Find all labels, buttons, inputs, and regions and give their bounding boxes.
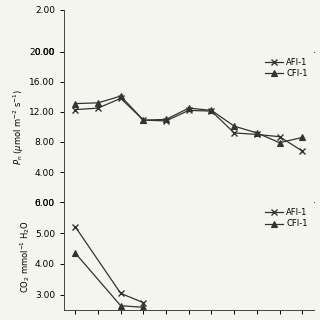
Line: CFI-1: CFI-1: [73, 93, 305, 146]
AFI-1: [187, 108, 191, 112]
AFI-1: [96, 106, 100, 110]
Line: AFI-1: AFI-1: [73, 96, 305, 154]
CFI-1: [255, 131, 259, 135]
AFI-1: [255, 132, 259, 136]
CFI-1: [232, 124, 236, 128]
CFI-1: [96, 101, 100, 105]
CFI-1: [278, 141, 282, 145]
CFI-1: [187, 106, 191, 110]
CFI-1: [73, 251, 77, 255]
CFI-1: [141, 305, 145, 309]
CFI-1: [119, 304, 123, 308]
AFI-1: [278, 135, 282, 139]
CFI-1: [73, 102, 77, 106]
Line: AFI-1: AFI-1: [73, 224, 146, 306]
Line: CFI-1: CFI-1: [73, 250, 146, 310]
AFI-1: [232, 131, 236, 135]
AFI-1: [141, 118, 145, 122]
AFI-1: [300, 149, 304, 153]
AFI-1: [119, 292, 123, 295]
CFI-1: [210, 108, 213, 112]
Legend: AFI-1, CFI-1: AFI-1, CFI-1: [263, 56, 309, 80]
AFI-1: [73, 108, 77, 112]
AFI-1: [210, 109, 213, 113]
Y-axis label: CO$_2$ mmol$^{-1}$ H$_2$O: CO$_2$ mmol$^{-1}$ H$_2$O: [18, 220, 32, 293]
AFI-1: [119, 96, 123, 100]
AFI-1: [73, 225, 77, 229]
Legend: AFI-1, CFI-1: AFI-1, CFI-1: [263, 206, 309, 230]
CFI-1: [141, 118, 145, 122]
Y-axis label: $P_n$ ($\mu$mol m$^{-2}$ s$^{-1}$): $P_n$ ($\mu$mol m$^{-2}$ s$^{-1}$): [12, 89, 26, 165]
AFI-1: [141, 301, 145, 305]
CFI-1: [119, 94, 123, 98]
CFI-1: [164, 117, 168, 121]
AFI-1: [164, 119, 168, 123]
CFI-1: [300, 136, 304, 140]
